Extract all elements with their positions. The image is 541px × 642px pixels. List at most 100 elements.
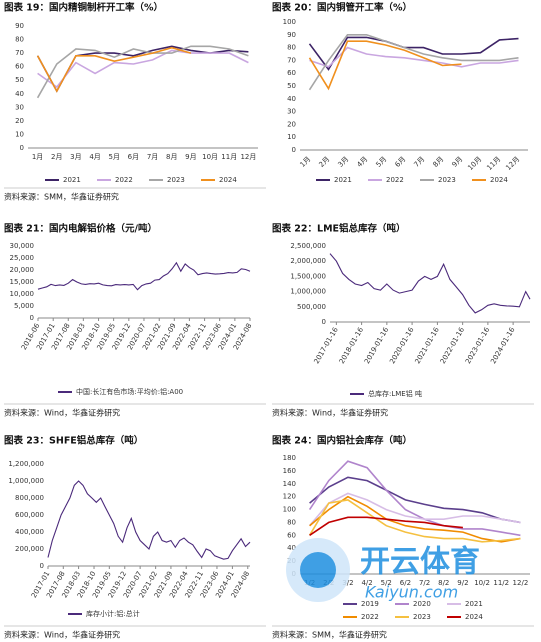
x-tick-label: 2020-01-16 (388, 326, 416, 366)
chart-title: 图表 24：国内铝社会库存（吨） (272, 435, 412, 447)
series-line (329, 253, 531, 314)
watermark-brand: 开云体育 (360, 545, 480, 580)
y-tick-label: 30 (287, 108, 296, 116)
x-tick-label: 10/2 (474, 579, 490, 587)
y-tick-label: 1,000,000 (8, 477, 44, 485)
x-tick-label: 2月 (318, 155, 332, 169)
x-tick-label: 11月 (485, 155, 502, 172)
series-line (36, 45, 249, 99)
series-line (309, 476, 521, 524)
x-tick-label: 6/2 (400, 579, 411, 587)
legend-label: 2022 (386, 176, 404, 184)
y-tick-label: 15,000 (10, 278, 35, 286)
y-tick-label: 160 (283, 467, 296, 475)
y-tick-label: 10 (287, 133, 296, 141)
series-line (308, 460, 521, 537)
x-tick-label: 11月 (221, 153, 237, 161)
x-tick-label: 2019-01-16 (363, 326, 391, 366)
x-tick-label: 7月 (147, 153, 158, 161)
x-tick-label: 12月 (240, 153, 256, 161)
y-tick-label: 200,000 (15, 545, 44, 553)
x-tick-label: 12月 (504, 155, 521, 172)
series-line (308, 499, 521, 543)
y-tick-label: 2,500,000 (290, 242, 326, 250)
y-tick-label: 400,000 (15, 528, 44, 536)
series-line (308, 492, 521, 527)
y-tick-label: 60 (287, 531, 296, 539)
y-tick-label: 90 (287, 31, 296, 39)
x-tick-label: 12/2 (513, 579, 529, 587)
legend-label: 2024 (465, 613, 483, 621)
legend-label: 库存小计:铝:总计 (86, 609, 140, 618)
y-tick-label: 0 (322, 318, 326, 326)
x-tick-label: 3月 (70, 153, 81, 161)
y-tick-label: 40 (287, 544, 296, 552)
source-note: 资料来源：Wind，华鑫证券研究 (4, 630, 120, 640)
y-tick-label: 70 (287, 56, 296, 64)
x-tick-label: 4月 (356, 155, 370, 169)
x-tick-label: 11/2 (493, 579, 509, 587)
legend-label: 2021 (465, 600, 483, 608)
source-note: 资料来源：Wind，华鑫证券研究 (272, 408, 388, 418)
y-tick-label: 140 (283, 480, 296, 488)
watermark-site: Kaiyun.com (365, 583, 458, 602)
y-tick-label: 2,000,000 (290, 257, 326, 265)
legend-label: 2022 (361, 613, 379, 621)
x-tick-label: 5月 (375, 155, 389, 169)
x-tick-label: 4/2 (361, 579, 372, 587)
y-tick-label: 30 (15, 103, 24, 111)
series-line (309, 516, 463, 536)
y-tick-label: 50 (15, 76, 24, 84)
y-tick-label: 70 (15, 49, 24, 57)
y-tick-label: 20,000 (10, 266, 35, 274)
source-note: 资料来源：SMM，华鑫证券研究 (272, 630, 387, 640)
x-tick-label: 7月 (413, 155, 427, 169)
legend-label: 2024 (219, 176, 237, 184)
y-tick-label: 60 (15, 63, 24, 71)
x-tick-label: 6月 (394, 155, 408, 169)
y-tick-label: 180 (283, 454, 296, 462)
y-tick-label: 800,000 (15, 494, 44, 502)
y-tick-label: 500,000 (297, 303, 326, 311)
y-tick-label: 80 (287, 518, 296, 526)
legend-label: 中国:长江有色市场:平均价:铝:A00 (76, 387, 183, 396)
series-line (37, 49, 249, 89)
y-tick-label: 30,000 (10, 242, 35, 250)
chart-title: 图表 21：国内电解铝价格（元/吨） (4, 223, 157, 235)
legend-label: 2023 (167, 176, 185, 184)
x-tick-label: 3/2 (342, 579, 353, 587)
legend-label: 2020 (413, 600, 431, 608)
chart-title: 图表 22：LME铝总库存（吨） (272, 223, 406, 235)
y-tick-label: 600,000 (15, 511, 44, 519)
series-line (308, 40, 462, 91)
y-tick-label: 100 (283, 18, 296, 26)
chart-title: 图表 20：国内铜管开工率（%） (272, 2, 412, 14)
series-line (308, 36, 519, 71)
series-line (37, 261, 251, 291)
x-tick-label: 8月 (166, 153, 177, 161)
y-tick-label: 1,000,000 (290, 288, 326, 296)
x-tick-label: 3月 (337, 155, 351, 169)
x-tick-label: 1月 (299, 155, 313, 169)
chart-title: 图表 23：SHFE铝总库存（吨） (4, 435, 143, 447)
y-tick-label: 90 (15, 22, 24, 30)
x-tick-label: 2018-01-16 (338, 326, 366, 366)
x-tick-label: 1月 (32, 153, 43, 161)
x-tick-label: 9月 (185, 153, 196, 161)
x-tick-label: 10月 (202, 153, 218, 161)
y-tick-label: 50 (287, 82, 296, 90)
chart-title: 图表 19：国内精铜制杆开工率（%） (4, 2, 163, 14)
x-tick-label: 9月 (451, 155, 465, 169)
x-tick-label: 2017-01-16 (313, 326, 341, 366)
source-note: 资料来源：SMM，华鑫证券研究 (4, 192, 119, 202)
y-tick-label: 10 (15, 130, 24, 138)
y-tick-label: 5,000 (14, 302, 34, 310)
y-tick-label: 40 (287, 95, 296, 103)
legend-label: 2022 (115, 176, 133, 184)
x-tick-label: 9/2 (457, 579, 468, 587)
x-tick-label: 2月 (51, 153, 62, 161)
watermark: 开云体育 Kaiyun.com (286, 538, 480, 602)
y-tick-label: 60 (287, 69, 296, 77)
legend-label: 总库存:LME铝 吨 (368, 389, 422, 398)
